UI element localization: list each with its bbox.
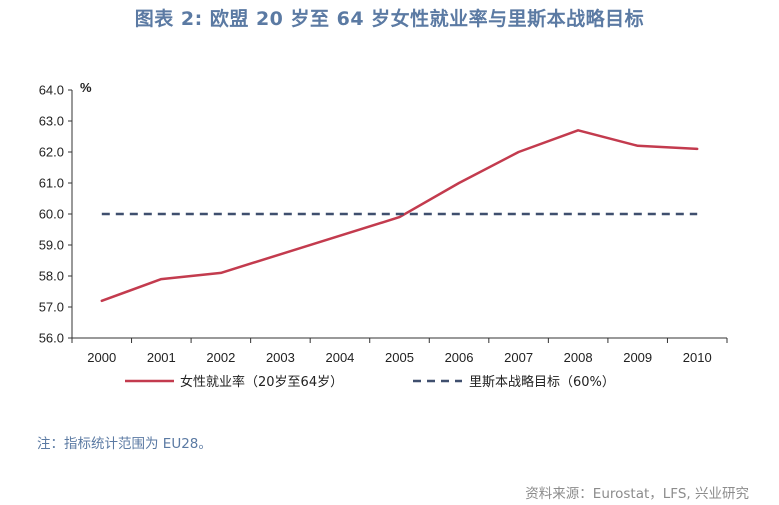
x-tick-label: 2002 bbox=[206, 350, 235, 365]
y-tick-label: 57.0 bbox=[39, 300, 64, 315]
y-tick-label: 56.0 bbox=[39, 331, 64, 346]
line-chart: 56.0 57.0 58.0 59.0 60.0 61.0 62.0 63.0 64.0 % 2… bbox=[39, 80, 728, 390]
x-tick-label: 2003 bbox=[266, 350, 295, 365]
x-axis: 2000 2001 2002 2003 2004 2005 2006 2007 2008 2009… bbox=[71, 337, 728, 365]
x-tick-label: 2001 bbox=[147, 350, 176, 365]
y-tick-label: 61.0 bbox=[39, 176, 64, 191]
y-tick-label: 63.0 bbox=[39, 114, 64, 129]
y-axis-unit: % bbox=[80, 80, 92, 95]
legend-label-lisbon-target: 里斯本战略目标（60%） bbox=[469, 374, 615, 390]
footnote: 注：指标统计范围为 EU28。 bbox=[37, 436, 212, 452]
x-tick-label: 2006 bbox=[445, 350, 474, 365]
legend-label-employment-rate: 女性就业率（20岁至64岁） bbox=[180, 374, 343, 390]
series-line-employment-rate bbox=[100, 129, 699, 303]
x-tick-label: 2010 bbox=[683, 350, 712, 365]
y-axis: 56.0 57.0 58.0 59.0 60.0 61.0 62.0 63.0 64.0 % bbox=[39, 80, 92, 346]
y-tick-label: 58.0 bbox=[39, 269, 64, 284]
x-tick-label: 2007 bbox=[504, 350, 533, 365]
x-tick-label: 2000 bbox=[87, 350, 116, 365]
chart-title: 图表 2: 欧盟 20 岁至 64 岁女性就业率与里斯本战略目标 bbox=[134, 8, 645, 30]
series-layer bbox=[100, 129, 699, 303]
y-tick-label: 59.0 bbox=[39, 238, 64, 253]
x-tick-label: 2009 bbox=[623, 350, 652, 365]
y-tick-label: 62.0 bbox=[39, 145, 64, 160]
x-tick-label: 2004 bbox=[325, 350, 354, 365]
y-tick-label: 60.0 bbox=[39, 207, 64, 222]
x-tick-label: 2008 bbox=[564, 350, 593, 365]
source-text: 资料来源：Eurostat，LFS, 兴业研究 bbox=[525, 486, 749, 502]
y-tick-label: 64.0 bbox=[39, 83, 64, 98]
x-tick-label: 2005 bbox=[385, 350, 414, 365]
legend: 女性就业率（20岁至64岁） 里斯本战略目标（60%） bbox=[125, 374, 615, 390]
